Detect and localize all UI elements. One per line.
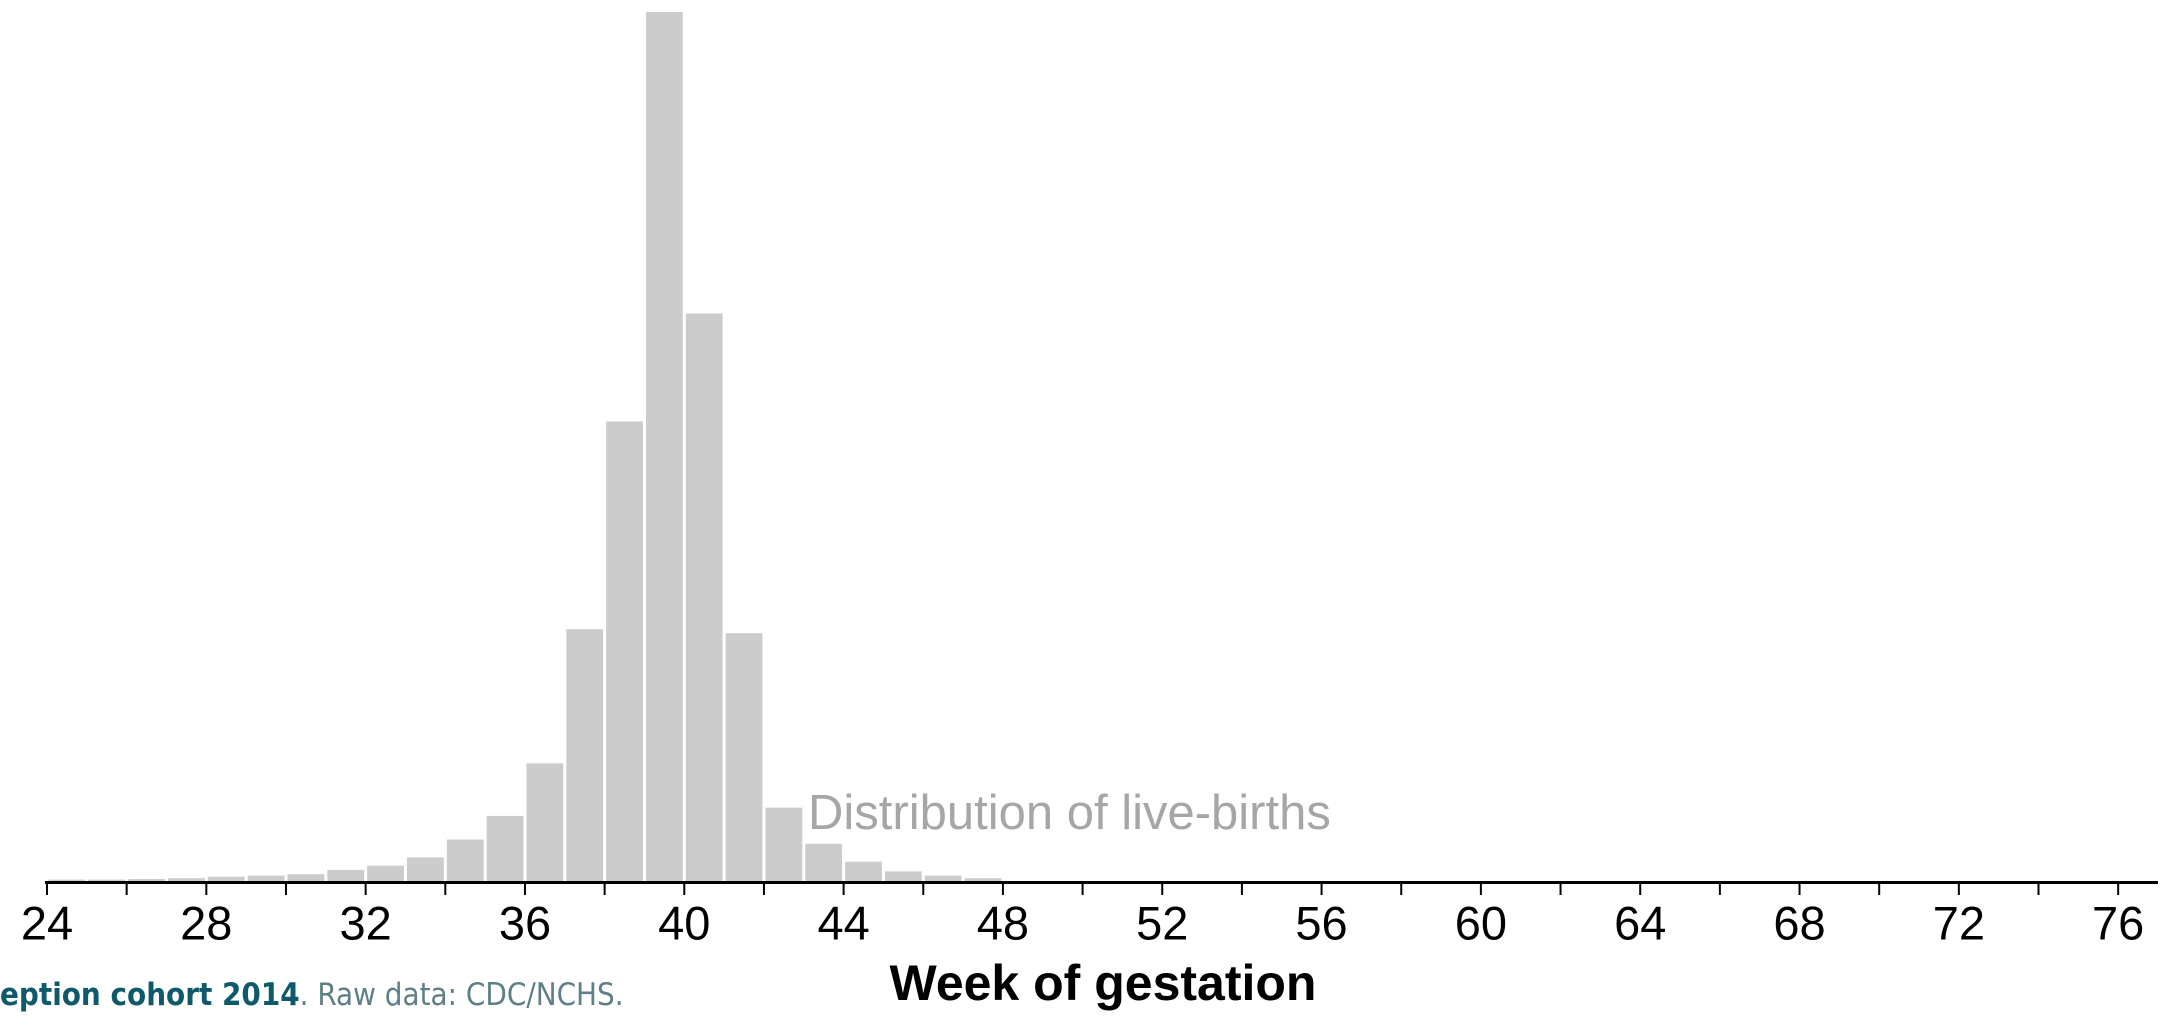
bar (406, 857, 444, 881)
bar (247, 875, 285, 881)
bar (88, 879, 126, 881)
bar (526, 763, 564, 881)
bar (685, 313, 723, 882)
x-tick-label: 60 (1455, 896, 1507, 949)
annotation: Distribution of live-births (808, 786, 1331, 840)
bar (287, 874, 325, 881)
bar (765, 807, 803, 881)
bar (805, 843, 843, 881)
x-tick-label: 48 (977, 896, 1029, 949)
x-tick-label: 40 (658, 896, 710, 949)
x-tick-label: 44 (817, 896, 869, 949)
bar (327, 869, 365, 881)
bar (845, 861, 882, 881)
x-tick-label: 64 (1614, 896, 1666, 949)
x-tick-label: 32 (340, 896, 392, 949)
bar (367, 865, 404, 881)
bar (964, 878, 1002, 881)
x-tick-label: 76 (2092, 896, 2144, 949)
bar (167, 878, 205, 881)
x-tick-label: 24 (21, 896, 73, 949)
caption: eption cohort 2014. Raw data: CDC/NCHS. (0, 977, 624, 1013)
bar (207, 876, 245, 881)
bar (725, 633, 763, 881)
caption-text: . Raw data: CDC/NCHS. (300, 977, 624, 1013)
bar (884, 871, 922, 881)
bar (48, 879, 86, 881)
bar (446, 839, 484, 881)
bar (486, 815, 524, 881)
bar (924, 875, 962, 881)
bar (128, 879, 165, 881)
bar (606, 421, 643, 881)
x-axis-title: Week of gestation (890, 955, 1317, 1011)
bar (566, 629, 604, 881)
x-tick-label: 68 (1773, 896, 1825, 949)
x-tick-label: 72 (1933, 896, 1985, 949)
x-tick-label: 36 (499, 896, 551, 949)
bar (645, 11, 683, 881)
x-tick-label: 56 (1295, 896, 1347, 949)
caption-bold: eption cohort 2014 (0, 977, 300, 1013)
x-tick-label: 28 (180, 896, 232, 949)
x-tick-label: 52 (1136, 896, 1188, 949)
